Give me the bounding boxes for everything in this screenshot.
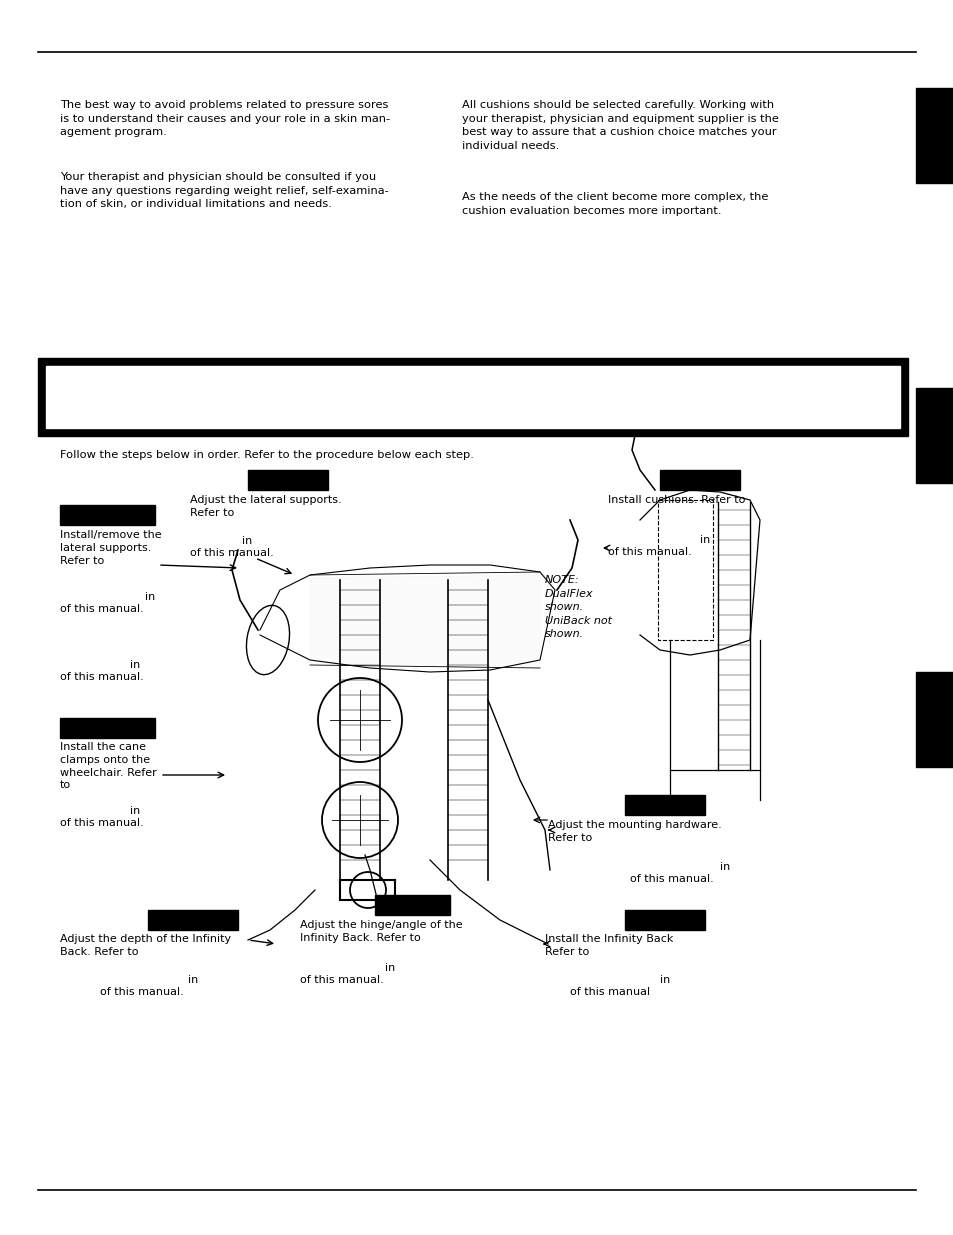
Text: of this manual.: of this manual. xyxy=(629,874,713,884)
Bar xyxy=(46,366,899,429)
Text: in: in xyxy=(130,806,140,816)
Text: in: in xyxy=(145,592,155,601)
Bar xyxy=(915,388,953,483)
Text: Adjust the hinge/angle of the
Infinity Back. Refer to: Adjust the hinge/angle of the Infinity B… xyxy=(299,920,462,942)
Text: As the needs of the client become more complex, the
cushion evaluation becomes m: As the needs of the client become more c… xyxy=(461,191,767,216)
Text: of this manual.: of this manual. xyxy=(607,547,691,557)
Text: All cushions should be selected carefully. Working with
your therapist, physicia: All cushions should be selected carefull… xyxy=(461,100,778,151)
Text: in: in xyxy=(385,963,395,973)
Bar xyxy=(375,895,450,915)
Bar xyxy=(915,672,953,767)
Text: Your therapist and physician should be consulted if you
have any questions regar: Your therapist and physician should be c… xyxy=(60,172,388,209)
Bar xyxy=(915,88,953,183)
Text: of this manual.: of this manual. xyxy=(60,818,144,827)
Text: in: in xyxy=(659,974,670,986)
Text: in: in xyxy=(242,536,252,546)
Text: of this manual.: of this manual. xyxy=(60,604,144,614)
Text: Adjust the mounting hardware.
Refer to: Adjust the mounting hardware. Refer to xyxy=(547,820,721,842)
Bar xyxy=(60,505,154,525)
Text: NOTE:
DualFlex
shown.
UniBack not
shown.: NOTE: DualFlex shown. UniBack not shown. xyxy=(544,576,612,640)
Text: Follow the steps below in order. Refer to the procedure below each step.: Follow the steps below in order. Refer t… xyxy=(60,450,474,459)
Text: Install the cane
clamps onto the
wheelchair. Refer
to: Install the cane clamps onto the wheelch… xyxy=(60,742,156,790)
Text: of this manual.: of this manual. xyxy=(190,548,274,558)
Text: of this manual.: of this manual. xyxy=(299,974,383,986)
Text: Install/remove the
lateral supports.
Refer to: Install/remove the lateral supports. Ref… xyxy=(60,530,161,566)
Text: in: in xyxy=(130,659,140,671)
Text: of this manual.: of this manual. xyxy=(60,672,144,682)
Bar xyxy=(658,500,712,640)
Bar xyxy=(148,910,237,930)
Text: in: in xyxy=(188,974,198,986)
Text: The best way to avoid problems related to pressure sores
is to understand their : The best way to avoid problems related t… xyxy=(60,100,390,137)
Text: Install the Infinity Back
Refer to: Install the Infinity Back Refer to xyxy=(544,934,673,957)
Text: in: in xyxy=(720,862,729,872)
Text: Adjust the depth of the Infinity
Back. Refer to: Adjust the depth of the Infinity Back. R… xyxy=(60,934,231,957)
Bar xyxy=(248,471,328,490)
Text: in: in xyxy=(700,535,709,545)
Text: Install cushions. Refer to: Install cushions. Refer to xyxy=(607,495,744,505)
Bar xyxy=(624,795,704,815)
Bar xyxy=(624,910,704,930)
Bar xyxy=(659,471,740,490)
Bar xyxy=(38,358,907,436)
Text: of this manual.: of this manual. xyxy=(100,987,184,997)
Text: of this manual: of this manual xyxy=(569,987,649,997)
Bar xyxy=(60,718,154,739)
Text: Adjust the lateral supports.
Refer to: Adjust the lateral supports. Refer to xyxy=(190,495,341,517)
